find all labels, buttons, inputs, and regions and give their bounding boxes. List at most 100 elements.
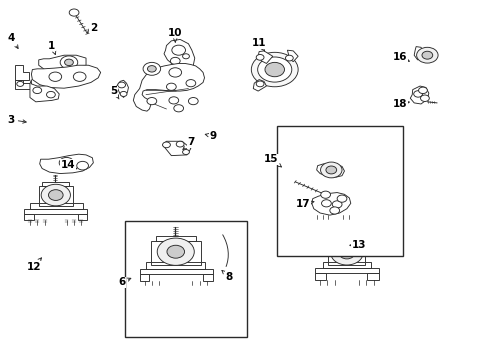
Polygon shape bbox=[30, 80, 59, 102]
Text: 17: 17 bbox=[295, 199, 313, 210]
Polygon shape bbox=[413, 46, 423, 60]
Polygon shape bbox=[287, 50, 298, 62]
Circle shape bbox=[166, 245, 184, 258]
Polygon shape bbox=[162, 141, 190, 156]
Polygon shape bbox=[39, 55, 86, 69]
Text: 13: 13 bbox=[349, 240, 366, 250]
Circle shape bbox=[285, 55, 293, 61]
Polygon shape bbox=[31, 65, 101, 88]
Polygon shape bbox=[40, 154, 93, 174]
Polygon shape bbox=[140, 274, 149, 281]
Circle shape bbox=[48, 190, 63, 201]
Polygon shape bbox=[15, 80, 31, 89]
Circle shape bbox=[413, 91, 422, 97]
Polygon shape bbox=[133, 63, 204, 111]
Circle shape bbox=[168, 68, 181, 77]
Text: 10: 10 bbox=[168, 28, 182, 42]
Circle shape bbox=[60, 56, 78, 69]
Text: 3: 3 bbox=[8, 115, 26, 125]
Polygon shape bbox=[151, 241, 200, 262]
Circle shape bbox=[143, 62, 160, 75]
Bar bbox=[277, 126, 403, 256]
Circle shape bbox=[320, 191, 330, 198]
Circle shape bbox=[171, 45, 185, 55]
Polygon shape bbox=[328, 244, 365, 262]
Circle shape bbox=[120, 91, 127, 96]
Circle shape bbox=[185, 80, 195, 87]
Circle shape bbox=[176, 141, 183, 147]
Polygon shape bbox=[15, 65, 29, 80]
Polygon shape bbox=[42, 182, 69, 186]
Text: 1: 1 bbox=[48, 41, 56, 55]
Circle shape bbox=[331, 201, 341, 208]
Circle shape bbox=[257, 57, 291, 82]
Circle shape bbox=[321, 200, 330, 207]
Polygon shape bbox=[253, 80, 266, 91]
Text: 8: 8 bbox=[222, 270, 232, 282]
Circle shape bbox=[256, 81, 264, 87]
Circle shape bbox=[49, 72, 61, 81]
Polygon shape bbox=[24, 210, 87, 214]
Circle shape bbox=[338, 247, 354, 259]
Polygon shape bbox=[311, 193, 350, 215]
Polygon shape bbox=[140, 269, 212, 274]
Polygon shape bbox=[203, 274, 212, 281]
Text: 7: 7 bbox=[183, 138, 194, 149]
Text: 2: 2 bbox=[87, 23, 97, 33]
Polygon shape bbox=[163, 40, 194, 69]
Circle shape bbox=[182, 149, 189, 154]
Polygon shape bbox=[146, 262, 205, 269]
Text: 9: 9 bbox=[205, 131, 216, 141]
Circle shape bbox=[170, 57, 180, 64]
Circle shape bbox=[157, 238, 194, 265]
Polygon shape bbox=[332, 239, 360, 244]
Circle shape bbox=[41, 184, 70, 206]
Polygon shape bbox=[315, 268, 378, 273]
Polygon shape bbox=[156, 235, 195, 241]
Polygon shape bbox=[78, 214, 87, 220]
Text: 15: 15 bbox=[264, 154, 281, 167]
Text: 11: 11 bbox=[251, 38, 266, 51]
Circle shape bbox=[73, 72, 86, 81]
Text: 18: 18 bbox=[392, 99, 408, 109]
Circle shape bbox=[329, 207, 339, 214]
Circle shape bbox=[330, 241, 362, 265]
Text: 14: 14 bbox=[61, 159, 77, 170]
Circle shape bbox=[33, 87, 41, 94]
Text: 16: 16 bbox=[392, 52, 408, 62]
Polygon shape bbox=[24, 214, 34, 220]
Circle shape bbox=[256, 54, 264, 60]
Text: 5: 5 bbox=[110, 86, 119, 99]
Circle shape bbox=[69, 9, 79, 16]
Circle shape bbox=[325, 166, 336, 174]
Polygon shape bbox=[117, 80, 128, 98]
Circle shape bbox=[166, 83, 176, 90]
Polygon shape bbox=[30, 203, 82, 210]
Circle shape bbox=[118, 82, 125, 88]
Circle shape bbox=[188, 98, 198, 105]
Circle shape bbox=[147, 66, 156, 72]
Circle shape bbox=[168, 97, 178, 104]
Circle shape bbox=[59, 157, 74, 168]
Circle shape bbox=[251, 52, 298, 87]
Text: 6: 6 bbox=[118, 277, 131, 287]
Polygon shape bbox=[322, 262, 370, 268]
Text: 12: 12 bbox=[26, 258, 41, 272]
Circle shape bbox=[182, 54, 189, 59]
Polygon shape bbox=[315, 273, 326, 280]
Circle shape bbox=[420, 95, 428, 102]
Circle shape bbox=[416, 47, 437, 63]
Polygon shape bbox=[409, 86, 428, 104]
Circle shape bbox=[64, 59, 73, 66]
Circle shape bbox=[17, 81, 23, 86]
Circle shape bbox=[336, 195, 346, 202]
Circle shape bbox=[173, 105, 183, 112]
Text: 4: 4 bbox=[8, 33, 18, 49]
Circle shape bbox=[421, 51, 432, 59]
Circle shape bbox=[77, 161, 88, 170]
Bar bbox=[124, 221, 246, 337]
Circle shape bbox=[147, 98, 157, 105]
Circle shape bbox=[162, 142, 170, 148]
Polygon shape bbox=[366, 273, 378, 280]
Circle shape bbox=[418, 87, 427, 94]
